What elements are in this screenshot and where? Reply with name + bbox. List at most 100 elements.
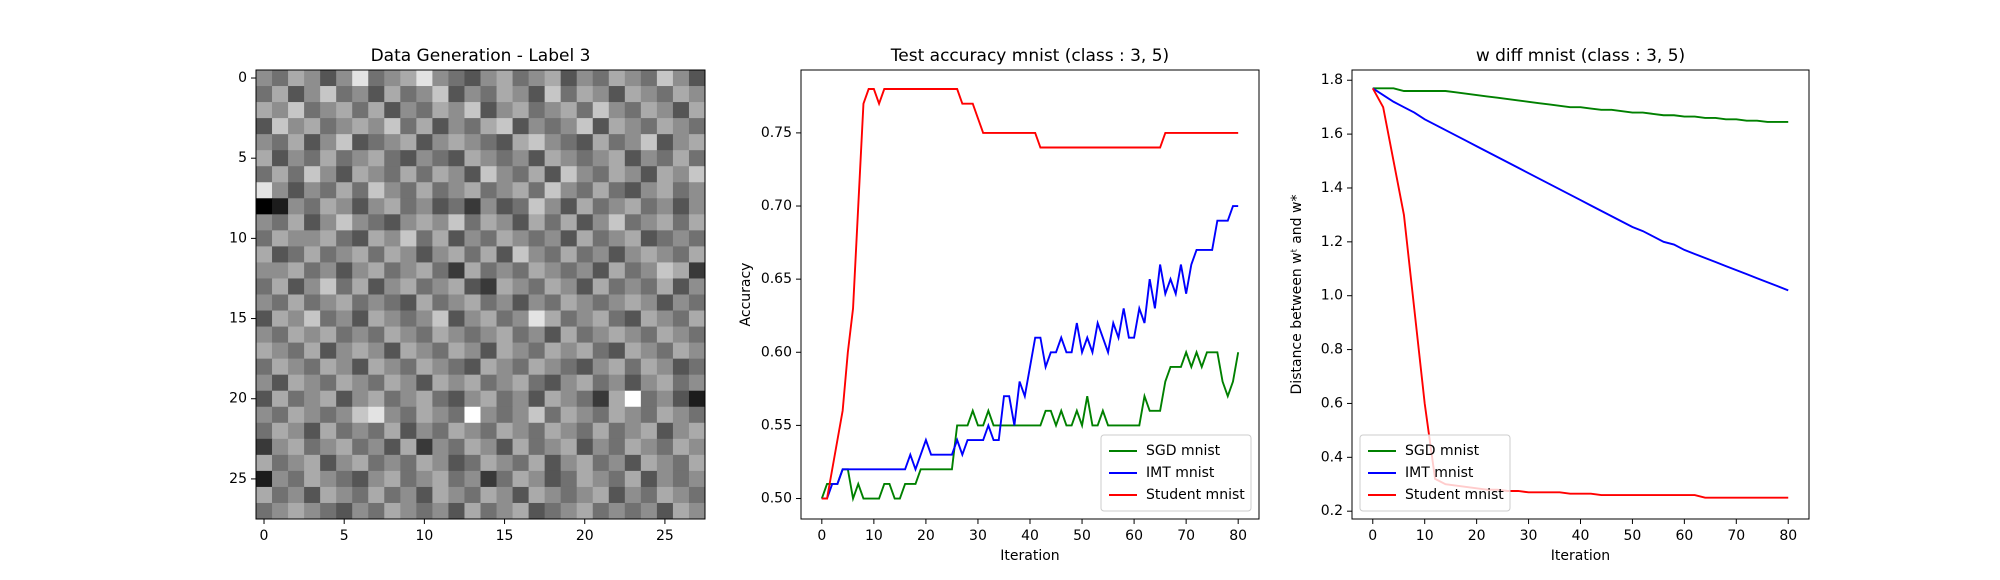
heat-cell <box>336 294 353 312</box>
heat-cell <box>640 326 658 344</box>
heat-cell <box>352 182 369 199</box>
heat-cell <box>496 214 514 231</box>
heat-cell <box>320 246 337 263</box>
heat-cell <box>464 454 481 472</box>
heat-cell <box>448 198 465 215</box>
heat-cell <box>368 390 385 408</box>
heat-cell <box>416 246 433 263</box>
heat-cell <box>592 502 610 520</box>
heat-cell <box>336 310 353 328</box>
heat-cell <box>576 278 594 295</box>
heat-cell <box>544 310 562 328</box>
heat-cell <box>624 326 642 344</box>
heat-cell <box>448 214 465 231</box>
heat-cell <box>304 486 321 504</box>
heat-cell <box>640 230 658 247</box>
heat-cell <box>592 470 610 488</box>
heat-cell <box>320 454 337 472</box>
heat-cell <box>416 134 433 151</box>
heat-cell <box>688 134 706 151</box>
heat-cell <box>272 310 289 328</box>
heat-cell <box>272 166 289 183</box>
heat-cell <box>448 118 465 135</box>
x-tick-label: 70 <box>1727 528 1745 544</box>
heat-cell <box>256 70 273 87</box>
heat-cell <box>672 358 690 376</box>
heat-cell <box>544 150 562 167</box>
chart-title: Test accuracy mnist (class : 3, 5) <box>890 46 1169 66</box>
heat-cell <box>256 486 273 504</box>
heat-cell <box>544 134 562 151</box>
x-tick-label: 25 <box>656 528 674 544</box>
heat-cell <box>544 342 562 360</box>
heat-cell <box>304 406 321 424</box>
heat-cell <box>336 246 353 263</box>
heat-cell <box>480 134 498 151</box>
heat-cell <box>688 486 706 504</box>
x-tick-label: 60 <box>1675 528 1693 544</box>
heat-cell <box>400 470 417 488</box>
heat-cell <box>528 342 546 360</box>
heat-cell <box>528 454 546 472</box>
heat-cell <box>432 390 449 408</box>
heat-cell <box>624 134 642 151</box>
heat-cell <box>352 390 369 408</box>
heat-cell <box>448 502 465 520</box>
heat-cell <box>272 342 289 360</box>
heat-cell <box>416 390 433 408</box>
heat-cell <box>272 182 289 199</box>
heat-cell <box>352 454 369 472</box>
heat-cell <box>608 358 626 376</box>
heat-cell <box>528 166 546 183</box>
heat-cell <box>464 134 481 151</box>
heat-cell <box>352 294 369 312</box>
heat-cell <box>672 342 690 360</box>
heat-cell <box>272 294 289 312</box>
heat-cell <box>624 182 642 199</box>
heat-cell <box>544 262 562 279</box>
heat-cell <box>592 310 610 328</box>
heat-cell <box>528 278 546 295</box>
heat-cell <box>400 454 417 472</box>
heat-cell <box>368 214 385 231</box>
heat-cell <box>672 486 690 504</box>
heat-cell <box>480 454 498 472</box>
heat-cell <box>352 230 369 247</box>
heat-cell <box>464 86 481 103</box>
heat-cell <box>288 422 305 440</box>
heat-cell <box>384 310 401 328</box>
heat-cell <box>592 102 610 119</box>
heat-cell <box>576 102 594 119</box>
heat-cell <box>304 102 321 119</box>
heat-cell <box>688 422 706 440</box>
heat-cell <box>336 374 353 392</box>
heat-cell <box>320 262 337 279</box>
heat-cell <box>288 390 305 408</box>
heat-cell <box>448 294 465 312</box>
heat-cell <box>320 150 337 167</box>
heat-cell <box>464 470 481 488</box>
heat-cell <box>416 310 433 328</box>
heat-cell <box>368 342 385 360</box>
heat-cell <box>368 86 385 103</box>
series-line <box>821 205 1239 500</box>
heat-cell <box>416 438 433 456</box>
heat-cell <box>480 262 498 279</box>
heat-cell <box>304 166 321 183</box>
heat-cell <box>544 470 562 488</box>
heat-cell <box>272 406 289 424</box>
heat-cell <box>592 374 610 392</box>
heat-cell <box>496 102 514 119</box>
heat-cell <box>688 502 706 520</box>
heat-cell <box>688 166 706 183</box>
heat-cell <box>368 70 385 87</box>
heat-cell <box>416 326 433 344</box>
heat-cell <box>384 326 401 344</box>
heat-cell <box>368 406 385 424</box>
heat-cell <box>560 406 578 424</box>
heat-cell <box>288 358 305 376</box>
heat-cell <box>416 502 433 520</box>
heat-cell <box>400 198 417 215</box>
heat-cell <box>368 310 385 328</box>
heat-cell <box>496 246 514 263</box>
